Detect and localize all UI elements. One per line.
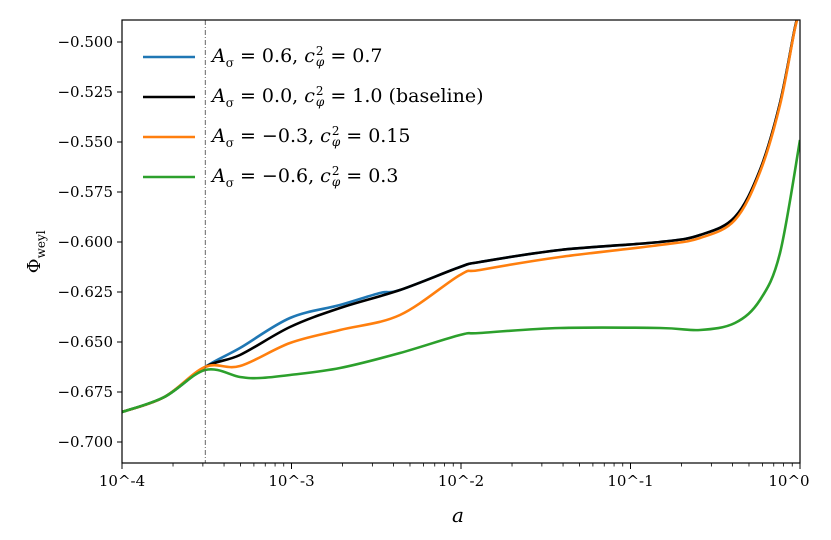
y-tick-label: −0.575 [57,183,113,201]
x-tick-label: 10^-4 [98,472,146,490]
y-tick-label: −0.650 [57,333,113,351]
y-tick-label: −0.700 [57,433,113,451]
series-line-2 [122,20,799,414]
x-axis-label: a [452,503,464,527]
y-tick-label: −0.550 [57,133,113,151]
y-tick-label: −0.675 [57,383,113,401]
y-tick-label: −0.525 [57,83,113,101]
y-axis-label: Φweyl [24,230,48,274]
x-tick-label: 10^-2 [437,472,485,490]
y-tick-label: −0.625 [57,283,113,301]
y-tick-label: −0.600 [57,233,113,251]
x-tick-label: 10^-1 [607,472,654,490]
x-tick-label: 10^-3 [268,472,315,490]
series-line-3 [122,139,800,414]
y-tick-label: −0.500 [57,33,113,51]
x-tick-label: 10^0 [768,472,810,490]
